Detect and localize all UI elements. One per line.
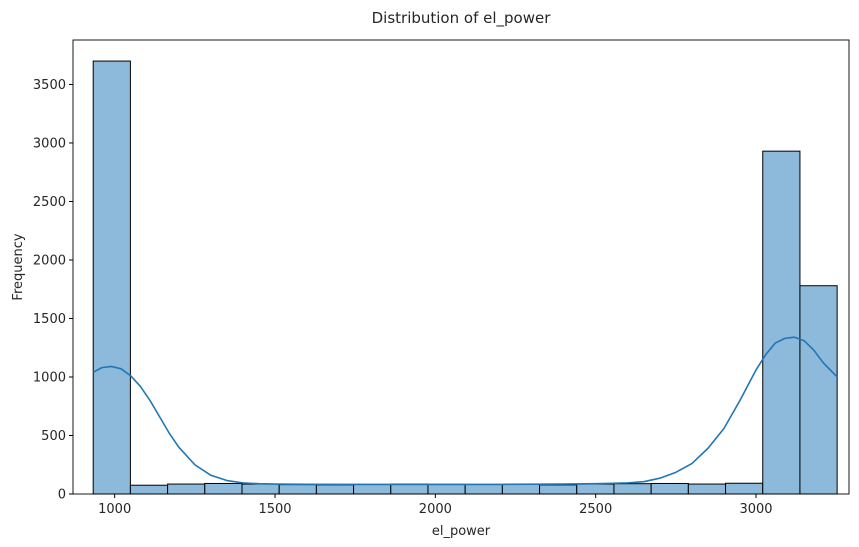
histogram-bar	[167, 483, 206, 495]
histogram-bar	[799, 285, 838, 495]
y-tick-label: 2000	[33, 253, 66, 268]
y-tick-label: 1000	[33, 370, 66, 385]
histogram-bar	[576, 483, 615, 495]
y-tick-label: 3500	[33, 78, 66, 93]
histogram-bar	[725, 482, 764, 495]
histogram-bar	[650, 482, 689, 495]
histogram-bar	[501, 483, 541, 495]
histogram-bar	[204, 482, 243, 495]
y-tick-label: 3000	[33, 136, 66, 151]
histogram-bar	[129, 484, 169, 495]
histogram-bar	[278, 484, 317, 495]
y-tick-label: 2500	[33, 195, 66, 210]
histogram-bar	[762, 150, 801, 495]
histogram-bar	[353, 483, 392, 495]
histogram-bar	[613, 483, 652, 495]
y-axis-label: Frequency	[11, 233, 26, 300]
y-tick-label: 1500	[33, 312, 66, 327]
histogram-bar	[687, 483, 727, 495]
axes-frame	[72, 39, 850, 495]
chart-title: Distribution of el_power	[372, 9, 552, 28]
histogram-bar	[390, 483, 429, 495]
kde-curve	[92, 336, 838, 486]
y-tick-label: 0	[58, 488, 66, 503]
y-tick-label: 500	[41, 429, 66, 444]
histogram-bar	[464, 483, 503, 495]
y-axis: 0 500 1000 1500 2000 2500 3000 3500	[33, 78, 73, 503]
histogram-bar	[539, 484, 578, 495]
histogram-bar	[92, 60, 131, 495]
histogram-bar	[315, 484, 355, 495]
histogram-bar	[427, 483, 466, 495]
x-tick-label: 2000	[419, 502, 452, 517]
x-tick-label: 1500	[258, 502, 291, 517]
x-tick-label: 1000	[98, 502, 131, 517]
x-axis-label: el_power	[432, 524, 491, 539]
x-tick-label: 2500	[579, 502, 612, 517]
histogram-bar	[241, 483, 280, 495]
x-axis: 1000 1500 2000 2500 3000	[98, 494, 773, 517]
x-tick-label: 3000	[739, 502, 772, 517]
bars-layer	[92, 60, 838, 495]
